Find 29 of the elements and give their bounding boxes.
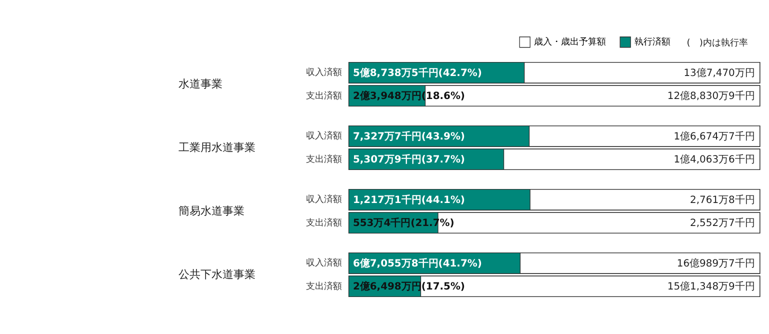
total-label: 16億989万7千円 — [676, 258, 755, 270]
text: 簡易水道事業 — [178, 204, 245, 218]
data-label: 5億8,738万5千円(42.7%) — [352, 67, 482, 80]
total-label: 12億8,830万9千円 — [667, 90, 755, 102]
legend-label: 執行済額 — [634, 36, 670, 48]
y-tick-label: 収入済額 — [306, 258, 342, 269]
text: 水道事業 — [178, 78, 223, 91]
y-tick-label: 収入済額 — [306, 194, 342, 206]
y-tick-label: 支出済額 — [306, 280, 342, 292]
total-label: 2,761万8千円 — [690, 194, 755, 206]
total-label: 2,552万7千円 — [690, 217, 755, 230]
total-label: 1億4,063万6千円 — [674, 154, 755, 166]
y-tick-label: 収入済額 — [306, 67, 342, 78]
data-label: 1,217万1千円(44.1%) — [352, 194, 465, 206]
data-label: 7,327万7千円(43.9%) — [352, 130, 465, 143]
text: ( )内は執行率 — [686, 37, 748, 48]
total-label: 15億1,348万9千円 — [667, 280, 755, 293]
data-label: 6億7,055万8千円(41.7%) — [352, 258, 482, 270]
y-tick-label: 支出済額 — [306, 154, 342, 165]
text: 工業用水道事業 — [178, 141, 256, 154]
y-tick-label: 支出済額 — [306, 217, 342, 228]
y-tick-label: 収入済額 — [306, 130, 342, 142]
data-label: 5,307万9千円(37.7%) — [352, 154, 465, 166]
total-label: 1億6,674万7千円 — [674, 130, 755, 143]
data-label: 2億6,498万円(17.5%) — [352, 280, 465, 293]
y-tick-label: 支出済額 — [306, 90, 342, 102]
legend-label: 歳入・歳出予算額 — [534, 36, 606, 48]
text: 公共下水道事業 — [178, 268, 256, 282]
total-label: 13億7,470万円 — [684, 67, 755, 80]
